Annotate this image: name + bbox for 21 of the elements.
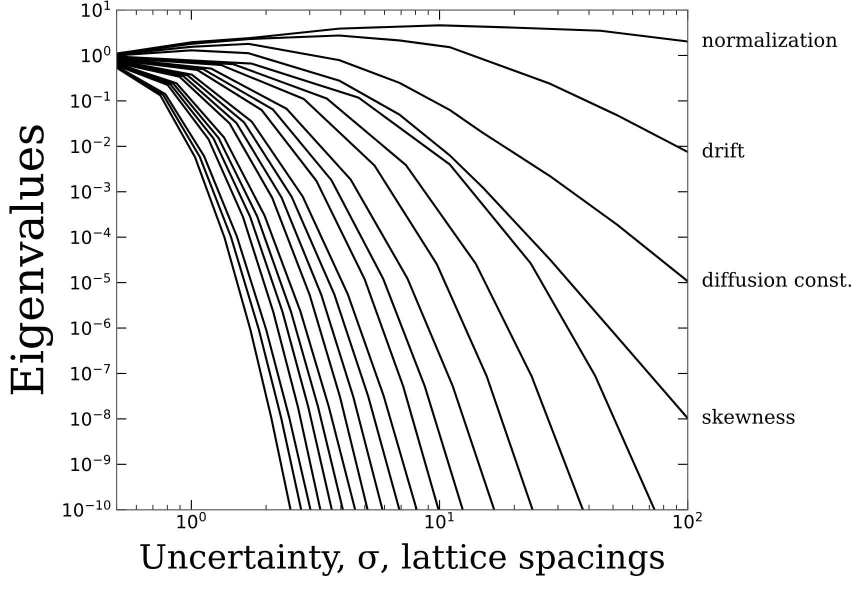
x-axis-title: Uncertainty, σ, lattice spacings bbox=[140, 543, 664, 576]
y-axis-title: Eigenvalues bbox=[9, 125, 54, 394]
y-tick-label: 10$^{−4}$ bbox=[71, 228, 110, 244]
y-tick-label: 10$^{−7}$ bbox=[71, 364, 110, 380]
legend-label: drift bbox=[702, 142, 744, 158]
y-tick-label: 10$^{−6}$ bbox=[71, 318, 110, 336]
y-tick-label: 10$^{−1}$ bbox=[71, 92, 110, 108]
x-tick-label: 10$^{0}$ bbox=[177, 512, 206, 528]
legend-label: diffusion const. bbox=[702, 272, 852, 287]
y-tick-label: 10$^{−9}$ bbox=[71, 454, 110, 472]
y-tick-label: 10$^{0}$ bbox=[82, 46, 110, 62]
series-label: normalization bbox=[702, 32, 838, 48]
y-tick-label: 10$^{−5}$ bbox=[71, 273, 110, 290]
y-tick-label: 10$^{−8}$ bbox=[71, 409, 110, 426]
y-tick-label: 10$^{−2}$ bbox=[71, 136, 110, 154]
x-tick-label: 10$^{2}$ bbox=[674, 512, 702, 528]
y-tick-label: 10$^{−10}$ bbox=[63, 500, 110, 517]
y-tick-label: 10$^{−3}$ bbox=[71, 182, 110, 199]
y-tick-label: 10$^{1}$ bbox=[82, 0, 110, 18]
x-tick-label: 10$^{1}$ bbox=[426, 512, 454, 528]
legend-label: skewness bbox=[702, 408, 795, 424]
